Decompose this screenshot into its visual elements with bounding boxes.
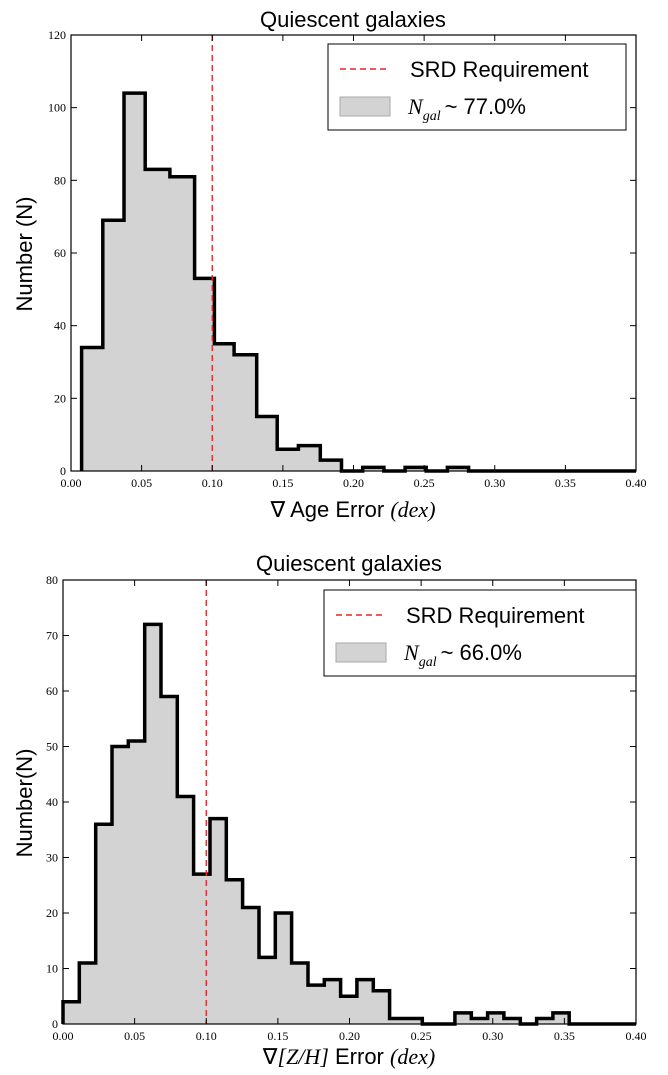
x-tick-label: 0.40	[626, 476, 647, 490]
legend-value: ~ 66.0%	[441, 640, 522, 665]
plot-area: 0.00 0.05 0.10 0.15 0.20 0.25 0.30 0.35 0.40 0 10 2…	[46, 573, 647, 1043]
y-tick-label: 70	[46, 629, 58, 643]
x-axis-label-mid: Error	[329, 1044, 390, 1069]
legend-sub: gal	[423, 109, 441, 124]
histogram-area	[81, 93, 637, 471]
legend-fill-label: Ngal ~ 77.0%	[407, 94, 526, 124]
y-tick-label: 0	[60, 464, 66, 478]
legend-srd-label: SRD Requirement	[406, 603, 585, 628]
legend-sub: gal	[419, 655, 437, 670]
x-tick-label: 0.35	[554, 1029, 575, 1043]
x-tick-label: 0.15	[272, 476, 293, 490]
x-tick-label: 0.20	[343, 476, 364, 490]
legend-srd-label: SRD Requirement	[410, 57, 589, 82]
legend-fill-swatch	[339, 96, 391, 117]
y-tick-label: 0	[52, 1017, 58, 1031]
y-tick-label: 120	[48, 28, 66, 42]
y-tick-label: 10	[46, 962, 58, 976]
age-error-panel: Quiescent galaxies 0.00 0.05 0.10 0.15 0.20 0…	[12, 7, 647, 522]
x-tick-label: 0.10	[196, 1029, 217, 1043]
x-tick-label: 0.00	[61, 476, 82, 490]
x-tick-label: 0.00	[53, 1029, 74, 1043]
legend: SRD Requirement Ngal ~ 66.0%	[323, 589, 637, 677]
legend-fill-label: Ngal ~ 66.0%	[403, 640, 522, 670]
x-tick-label: 0.10	[202, 476, 223, 490]
x-axis-label-unit: (dex)	[390, 497, 435, 522]
histogram-outline	[61, 622, 636, 1026]
x-axis-label-unit: (dex)	[390, 1044, 435, 1069]
x-tick-label: 0.05	[124, 1029, 145, 1043]
x-axis-label-var: [Z/H]	[278, 1044, 329, 1069]
y-tick-label: 60	[46, 684, 58, 698]
plot-area: 0.00 0.05 0.10 0.15 0.20 0.25 0.30 0.35 0.40 0 20 4…	[48, 28, 647, 490]
y-tick-label: 50	[46, 740, 58, 754]
legend: SRD Requirement Ngal ~ 77.0%	[327, 43, 627, 131]
x-tick-label: 0.30	[482, 1029, 503, 1043]
y-tick-label: 80	[46, 573, 58, 587]
x-tick-label: 0.25	[411, 1029, 432, 1043]
x-tick-label: 0.30	[484, 476, 505, 490]
y-tick-label: 30	[46, 851, 58, 865]
x-tick-label: 0.20	[339, 1029, 360, 1043]
y-axis-label: Number(N)	[12, 749, 37, 858]
y-tick-label: 40	[46, 795, 58, 809]
x-axis-label-prefix: ∇	[262, 1044, 278, 1069]
metallicity-error-panel: Quiescent galaxies 0.00 0.05 0.10 0.15 0.20 0…	[12, 551, 647, 1069]
histogram-outline	[79, 91, 636, 473]
x-axis-label: ∇[Z/H] Error (dex)	[262, 1044, 435, 1069]
x-tick-label: 0.15	[267, 1029, 288, 1043]
chart-title: Quiescent galaxies	[260, 7, 446, 32]
chart-title: Quiescent galaxies	[256, 551, 442, 576]
y-tick-label: 60	[54, 246, 66, 260]
y-tick-label: 40	[54, 319, 66, 333]
legend-var: N	[407, 94, 424, 119]
legend-value: ~ 77.0%	[445, 94, 526, 119]
x-tick-label: 0.40	[626, 1029, 647, 1043]
legend-var: N	[403, 640, 420, 665]
x-axis-label-prefix: ∇ Age Error	[269, 497, 390, 522]
y-tick-label: 20	[54, 391, 66, 405]
x-tick-label: 0.05	[131, 476, 152, 490]
y-tick-label: 100	[48, 101, 66, 115]
y-tick-label: 20	[46, 906, 58, 920]
x-tick-label: 0.35	[555, 476, 576, 490]
x-tick-label: 0.25	[414, 476, 435, 490]
y-axis-label: Number (N)	[12, 197, 37, 312]
histogram-area	[63, 624, 636, 1024]
x-axis-label: ∇ Age Error (dex)	[269, 497, 435, 522]
y-tick-label: 80	[54, 173, 66, 187]
legend-fill-swatch	[335, 642, 387, 663]
